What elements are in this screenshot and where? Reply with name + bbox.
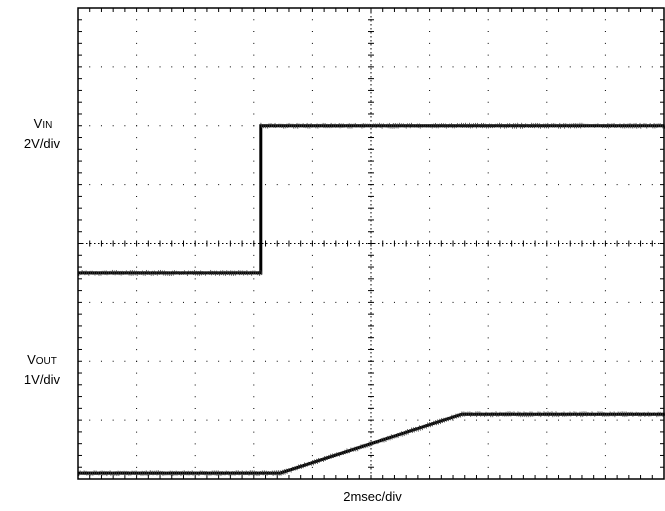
vin-trace — [78, 124, 664, 275]
vin-label-main: V — [33, 116, 43, 131]
vout-scale-label: 1V/div — [23, 372, 61, 387]
vout-trace-noise — [279, 411, 464, 476]
vout-trace — [78, 412, 664, 475]
vout-trace-noise — [461, 411, 665, 418]
plot-frame — [77, 7, 665, 480]
waveform-traces — [77, 122, 665, 477]
vout-label: VOUT — [14, 352, 70, 370]
vout-label-main: V — [27, 352, 36, 367]
vin-trace-noise — [260, 122, 665, 129]
graticule-grid — [78, 8, 664, 479]
vin-label: VIN — [20, 116, 66, 134]
x-axis-label: 2msec/div — [343, 489, 402, 504]
vin-label-sub: IN — [42, 120, 53, 131]
vin-scale-label: 2V/div — [23, 136, 61, 151]
vout-label-sub: OUT — [35, 356, 57, 367]
